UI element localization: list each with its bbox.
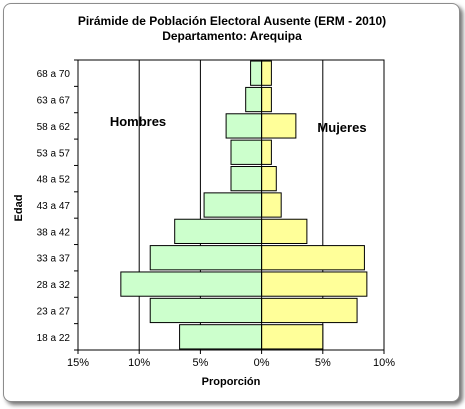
bar-hombres-1	[245, 86, 263, 113]
x-axis-label: Proporción	[202, 376, 261, 388]
category-label-8: 28 a 32	[37, 280, 71, 291]
series-label-mujeres: Mujeres	[317, 120, 366, 135]
y-axis-label: Edad	[13, 195, 25, 222]
bar-hombres-6	[174, 218, 263, 244]
category-label-3: 53 a 57	[37, 148, 71, 159]
bar-hombres-8	[120, 271, 263, 297]
category-label-7: 33 a 37	[37, 254, 71, 265]
category-label-5: 43 a 47	[37, 201, 71, 212]
x-tick-label-0: 15%	[67, 357, 89, 369]
bar-hombres-10	[179, 324, 263, 350]
bar-mujeres-7	[261, 245, 365, 271]
bar-hombres-3	[230, 139, 263, 165]
bar-mujeres-8	[261, 271, 368, 297]
series-label-hombres: Hombres	[110, 114, 166, 129]
chart-title: Pirámide de Población Electoral Ausente …	[78, 14, 386, 28]
bar-hombres-5	[203, 192, 263, 218]
bar-mujeres-4	[261, 166, 277, 192]
plot-area: 68 a 70 63 a 67 58 a 62 53 a 57 48 a 52 43 a …	[37, 59, 395, 369]
x-tick-label-3: 0%	[254, 357, 270, 369]
bar-hombres-0	[250, 60, 263, 86]
bar-mujeres-5	[261, 192, 282, 218]
category-label-1: 63 a 67	[37, 96, 71, 107]
bar-hombres-7	[149, 245, 263, 271]
category-label-6: 38 a 42	[37, 227, 71, 238]
bar-mujeres-3	[261, 139, 272, 165]
category-label-9: 23 a 27	[37, 306, 71, 317]
x-tick-label-1: 10%	[128, 357, 150, 369]
category-label-0: 68 a 70	[37, 69, 71, 80]
bar-mujeres-1	[261, 86, 272, 113]
x-tick-label-5: 10%	[373, 357, 395, 369]
bar-mujeres-9	[261, 297, 358, 324]
chart-subtitle: Departamento: Arequipa	[162, 29, 302, 43]
x-tick-label-2: 5%	[192, 357, 208, 369]
x-tick-label-4: 5%	[315, 357, 331, 369]
bar-hombres-2	[225, 113, 263, 139]
bar-hombres-4	[230, 166, 263, 192]
bar-mujeres-0	[261, 60, 272, 86]
category-label-10: 18 a 22	[37, 333, 71, 344]
bar-mujeres-10	[261, 324, 324, 350]
category-label-4: 48 a 52	[37, 175, 71, 186]
plot-border	[77, 59, 385, 351]
bar-mujeres-2	[261, 113, 297, 139]
category-label-2: 58 a 62	[37, 122, 71, 133]
bar-hombres-9	[149, 297, 263, 324]
bar-mujeres-6	[261, 218, 308, 244]
